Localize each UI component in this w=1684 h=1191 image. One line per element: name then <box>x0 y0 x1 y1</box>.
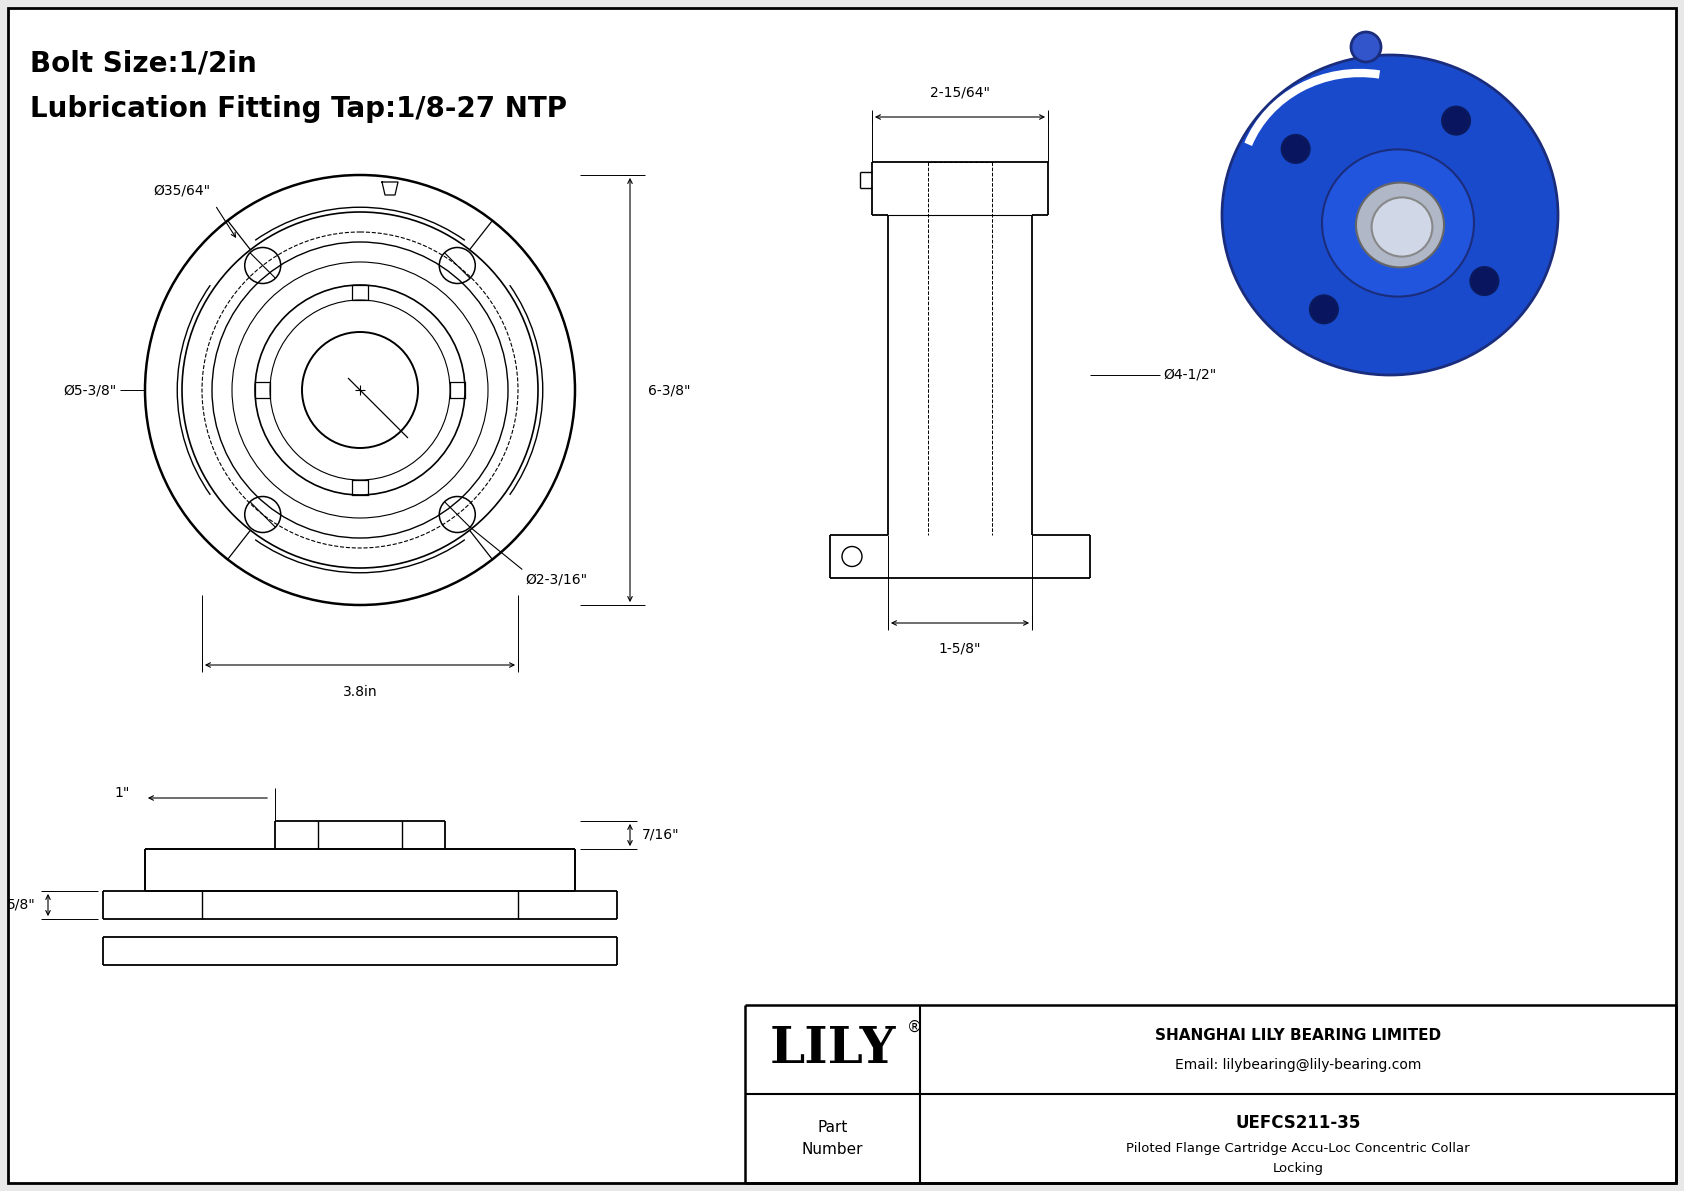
Circle shape <box>1310 295 1337 324</box>
Text: Piloted Flange Cartridge Accu-Loc Concentric Collar: Piloted Flange Cartridge Accu-Loc Concen… <box>1127 1142 1470 1155</box>
Circle shape <box>1470 267 1499 295</box>
Text: ®: ® <box>908 1019 923 1035</box>
Text: LILY: LILY <box>770 1025 896 1074</box>
Text: 3.8in: 3.8in <box>342 685 377 699</box>
Text: 1": 1" <box>115 786 130 800</box>
Text: Bolt Size:1/2in: Bolt Size:1/2in <box>30 50 256 77</box>
Ellipse shape <box>1356 182 1443 268</box>
Text: Lubrication Fitting Tap:1/8-27 NTP: Lubrication Fitting Tap:1/8-27 NTP <box>30 95 568 123</box>
Ellipse shape <box>1223 55 1558 375</box>
Text: 6-3/8": 6-3/8" <box>648 384 690 397</box>
Text: 7/16": 7/16" <box>642 828 680 842</box>
Text: Ø35/64": Ø35/64" <box>153 183 210 197</box>
Text: Ø2-3/16": Ø2-3/16" <box>525 573 588 586</box>
Text: Locking: Locking <box>1273 1162 1324 1176</box>
Text: Email: lilybearing@lily-bearing.com: Email: lilybearing@lily-bearing.com <box>1175 1059 1421 1073</box>
Text: Ø5-3/8": Ø5-3/8" <box>64 384 116 397</box>
Text: 2-15/64": 2-15/64" <box>930 85 990 99</box>
Circle shape <box>1351 32 1381 62</box>
Ellipse shape <box>1322 149 1474 297</box>
Circle shape <box>1282 135 1310 163</box>
Circle shape <box>1442 107 1470 135</box>
Ellipse shape <box>1371 198 1433 256</box>
Text: 5/8": 5/8" <box>7 898 35 912</box>
Text: UEFCS211-35: UEFCS211-35 <box>1236 1114 1361 1131</box>
Text: Part
Number: Part Number <box>802 1121 864 1156</box>
Text: SHANGHAI LILY BEARING LIMITED: SHANGHAI LILY BEARING LIMITED <box>1155 1028 1442 1043</box>
Text: 1-5/8": 1-5/8" <box>938 641 982 655</box>
Text: Ø4-1/2": Ø4-1/2" <box>1164 368 1216 382</box>
